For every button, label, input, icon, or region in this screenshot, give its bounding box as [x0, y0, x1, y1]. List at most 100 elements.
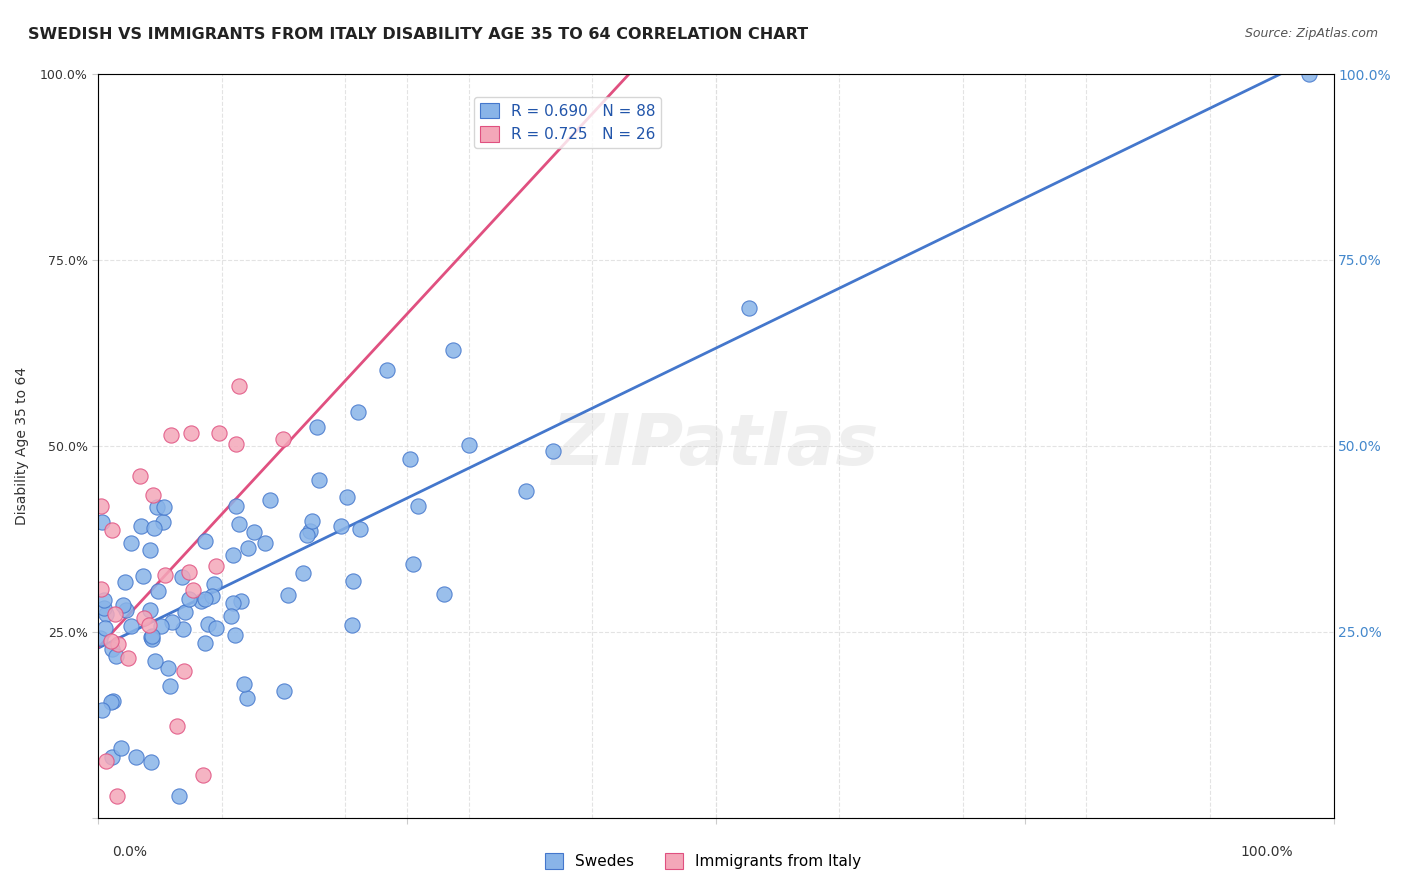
Text: Source: ZipAtlas.com: Source: ZipAtlas.com: [1244, 27, 1378, 40]
Swedes: [150, 619, 173, 633]
Immigrants from Italy: [225, 437, 247, 451]
Swedes: [433, 587, 456, 601]
Swedes: [224, 627, 246, 641]
Swedes: [93, 601, 115, 615]
Swedes: [120, 536, 142, 550]
Swedes: [541, 443, 564, 458]
Swedes: [342, 574, 364, 589]
Swedes: [205, 621, 228, 635]
Immigrants from Italy: [181, 583, 204, 598]
Swedes: [89, 631, 111, 645]
Immigrants from Italy: [179, 565, 201, 579]
Text: SWEDISH VS IMMIGRANTS FROM ITALY DISABILITY AGE 35 TO 64 CORRELATION CHART: SWEDISH VS IMMIGRANTS FROM ITALY DISABIL…: [28, 27, 808, 42]
Swedes: [177, 592, 200, 607]
Swedes: [132, 568, 155, 582]
Swedes: [141, 755, 163, 769]
Swedes: [91, 703, 114, 717]
Swedes: [90, 515, 112, 529]
Swedes: [401, 557, 423, 571]
Swedes: [153, 500, 176, 514]
Swedes: [156, 661, 179, 675]
Immigrants from Italy: [138, 618, 160, 632]
Legend: Swedes, Immigrants from Italy: Swedes, Immigrants from Italy: [538, 847, 868, 875]
Swedes: [197, 617, 219, 632]
Swedes: [441, 343, 464, 357]
Swedes: [138, 603, 160, 617]
Swedes: [131, 519, 153, 533]
Swedes: [515, 483, 537, 498]
Swedes: [375, 363, 398, 377]
Immigrants from Italy: [105, 789, 128, 803]
Text: 100.0%: 100.0%: [1241, 846, 1294, 859]
Swedes: [228, 516, 250, 531]
Swedes: [233, 677, 256, 691]
Text: 0.0%: 0.0%: [112, 846, 148, 859]
Swedes: [152, 516, 174, 530]
Immigrants from Italy: [208, 425, 231, 440]
Swedes: [349, 522, 371, 536]
Swedes: [219, 609, 242, 624]
Swedes: [253, 536, 276, 550]
Swedes: [190, 594, 212, 608]
Immigrants from Italy: [166, 719, 188, 733]
Swedes: [301, 514, 323, 528]
Swedes: [346, 404, 368, 418]
Swedes: [141, 629, 163, 643]
Swedes: [139, 542, 162, 557]
Swedes: [194, 591, 217, 606]
Immigrants from Italy: [94, 754, 117, 768]
Immigrants from Italy: [142, 488, 165, 502]
Swedes: [115, 603, 138, 617]
Swedes: [94, 607, 117, 622]
Swedes: [167, 789, 190, 803]
Swedes: [120, 618, 142, 632]
Swedes: [273, 684, 295, 698]
Swedes: [100, 695, 122, 709]
Swedes: [202, 577, 225, 591]
Legend: R = 0.690   N = 88, R = 0.725   N = 26: R = 0.690 N = 88, R = 0.725 N = 26: [474, 96, 661, 148]
Swedes: [229, 594, 252, 608]
Immigrants from Italy: [160, 428, 183, 442]
Swedes: [222, 548, 245, 562]
Immigrants from Italy: [228, 379, 250, 393]
Swedes: [101, 750, 124, 764]
Swedes: [111, 599, 134, 613]
Immigrants from Italy: [271, 432, 294, 446]
Swedes: [222, 596, 245, 610]
Swedes: [194, 533, 217, 548]
Immigrants from Italy: [204, 558, 226, 573]
Immigrants from Italy: [107, 637, 129, 651]
Swedes: [125, 750, 148, 764]
Text: ZIPatlas: ZIPatlas: [553, 411, 880, 481]
Swedes: [114, 574, 136, 589]
Immigrants from Italy: [129, 468, 152, 483]
Swedes: [336, 490, 359, 504]
Swedes: [308, 474, 330, 488]
Swedes: [457, 438, 479, 452]
Swedes: [162, 615, 184, 629]
Immigrants from Italy: [90, 582, 112, 597]
Y-axis label: Disability Age 35 to 64: Disability Age 35 to 64: [15, 367, 30, 525]
Swedes: [236, 691, 259, 706]
Swedes: [329, 519, 352, 533]
Immigrants from Italy: [191, 768, 214, 782]
Swedes: [146, 584, 169, 599]
Swedes: [145, 654, 167, 668]
Swedes: [146, 500, 169, 514]
Swedes: [105, 648, 128, 663]
Immigrants from Italy: [100, 634, 122, 648]
Swedes: [101, 642, 124, 657]
Swedes: [94, 622, 117, 636]
Swedes: [243, 524, 266, 539]
Immigrants from Italy: [104, 607, 127, 621]
Swedes: [238, 541, 260, 555]
Swedes: [201, 589, 224, 603]
Swedes: [141, 632, 163, 647]
Swedes: [277, 588, 299, 602]
Swedes: [101, 694, 124, 708]
Swedes: [110, 741, 132, 756]
Swedes: [173, 605, 195, 619]
Swedes: [299, 524, 322, 538]
Immigrants from Italy: [132, 611, 155, 625]
Swedes: [141, 630, 163, 644]
